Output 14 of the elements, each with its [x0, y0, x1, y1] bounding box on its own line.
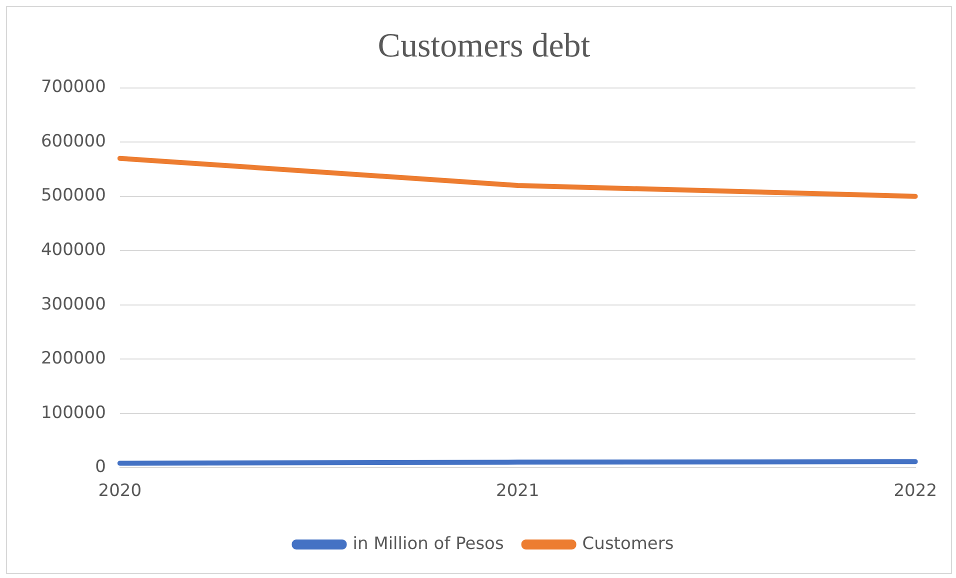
y-tick-label: 500000	[40, 186, 106, 206]
legend-label: in Million of Pesos	[352, 534, 504, 554]
y-tick-label: 700000	[40, 77, 106, 98]
x-tick-label: 2022	[894, 481, 937, 502]
y-tick-label: 200000	[40, 348, 106, 369]
x-tick-label: 2020	[98, 481, 142, 502]
x-tick-label: 2021	[496, 481, 540, 502]
y-tick-label: 0	[95, 457, 106, 478]
y-tick-label: 400000	[40, 240, 106, 260]
y-tick-label: 100000	[40, 402, 106, 423]
y-tick-label: 600000	[40, 131, 106, 152]
legend-label: Customers	[582, 534, 674, 554]
y-tick-label: 300000	[40, 294, 106, 314]
chart-title: Customers debt	[378, 27, 591, 64]
